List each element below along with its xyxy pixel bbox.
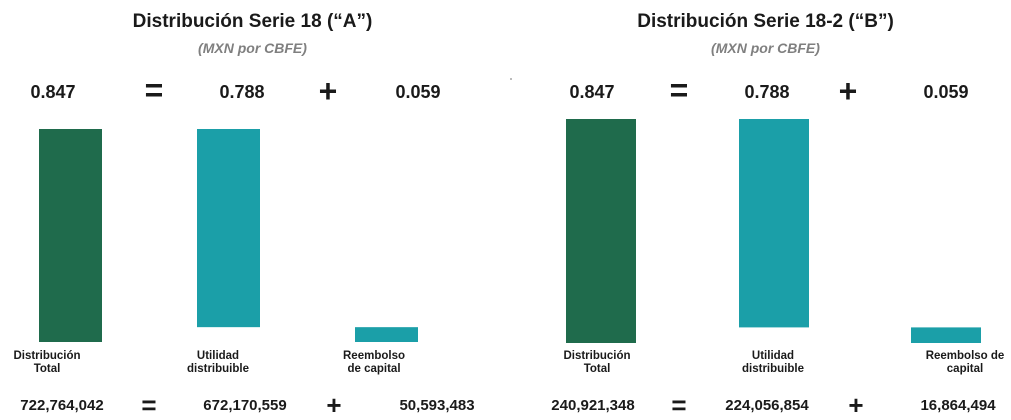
value-label-utilidad: 0.788 [744, 82, 790, 102]
plus-icon: + [326, 390, 342, 420]
bar-utilidad-distribuible [197, 129, 260, 328]
category-row: Distribución Total Utilidad distribuible R… [520, 350, 1011, 390]
plus-icon: + [318, 73, 338, 109]
bar-distribucion-total [39, 129, 102, 342]
equals-icon: = [141, 390, 157, 420]
bar-reembolso-capital [355, 327, 418, 342]
category-label-total: Distribución Total [563, 350, 631, 375]
value-label-utilidad: 0.788 [219, 82, 265, 102]
value-label-total: 0.847 [30, 82, 76, 102]
utilidad-amount: 672,170,559 [203, 397, 287, 414]
reembolso-amount: 50,593,483 [399, 397, 475, 414]
value-row: 0.847 = 0.788 + 0.059 [520, 72, 1011, 109]
value-label-total: 0.847 [569, 82, 615, 102]
total-amount: 722,764,042 [20, 397, 104, 414]
plus-icon: + [838, 73, 858, 109]
equals-icon: = [144, 72, 164, 108]
bar-reembolso-capital [911, 327, 981, 343]
category-row: Distribución Total Utilidad distribuible R… [0, 350, 505, 390]
utilidad-amount: 224,056,854 [725, 397, 809, 414]
totals-row: 722,764,042 = 672,170,559 + 50,593,483 [0, 390, 505, 420]
chart-subtitle: (MXN por CBFE) [198, 40, 307, 56]
bar-chart [566, 119, 981, 343]
chart-panel-b: Distribución Serie 18-2 (“B”) (MXN por C… [520, 0, 1011, 420]
equals-icon: = [669, 72, 689, 108]
plus-icon: + [848, 390, 864, 420]
equals-icon: = [671, 390, 687, 420]
value-label-reembolso: 0.059 [395, 82, 441, 102]
totals-row: 240,921,348 = 224,056,854 + 16,864,494 [520, 390, 1011, 420]
category-label-reembolso: Reembolso de capital [343, 350, 405, 375]
value-row: 0.847 = 0.788 + 0.059 [0, 72, 505, 109]
total-amount: 240,921,348 [551, 397, 635, 414]
category-label-utilidad: Utilidad distribuible [187, 350, 249, 375]
bar-distribucion-total [566, 119, 636, 343]
reembolso-amount: 16,864,494 [920, 397, 996, 414]
category-label-reembolso: Reembolso de capital [925, 350, 1005, 375]
value-label-reembolso: 0.059 [923, 82, 969, 102]
chart-panel-a: Distribución Serie 18 (“A”) (MXN por CBF… [0, 0, 505, 420]
category-label-utilidad: Utilidad distribuible [742, 350, 804, 375]
divider-dot [510, 78, 512, 80]
bar-utilidad-distribuible [739, 119, 809, 328]
chart-title: Distribución Serie 18 (“A”) [132, 11, 373, 32]
chart-subtitle: (MXN por CBFE) [711, 40, 820, 56]
chart-title: Distribución Serie 18-2 (“B”) [637, 11, 894, 32]
bar-chart [39, 129, 418, 342]
category-label-total: Distribución Total [13, 350, 81, 375]
